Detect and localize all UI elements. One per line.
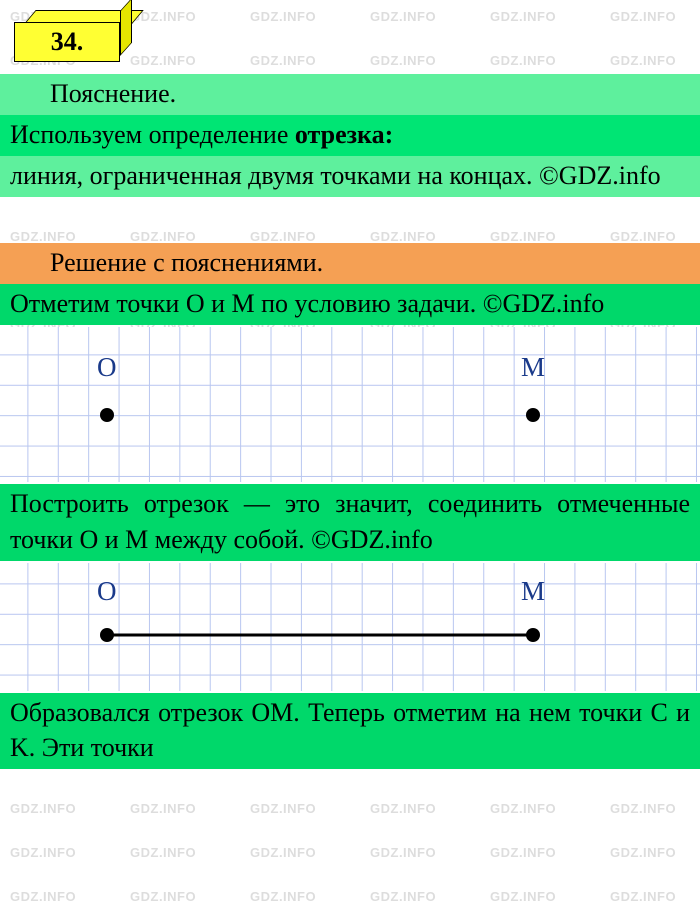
solution-step-3-text: Образовался отрезок OM. Теперь отметим н…	[10, 698, 690, 762]
point-dot	[100, 628, 114, 642]
point-label: M	[521, 573, 545, 609]
spacer	[0, 197, 700, 243]
solution-step-1-text: Отметим точки O и M по условию задачи. ©…	[10, 289, 604, 318]
solution-heading: Решение с пояснениями.	[50, 248, 323, 277]
problem-number: 34.	[14, 22, 120, 62]
solution-step-1: Отметим точки O и M по условию задачи. ©…	[0, 284, 700, 325]
point-dot	[526, 408, 540, 422]
figure-2-grid: OM	[0, 563, 700, 691]
point-dot	[526, 628, 540, 642]
explanation-definition: линия, ограниченная двумя точками на кон…	[10, 161, 661, 190]
segment-line	[107, 633, 533, 636]
explanation-line-1: Используем определение отрезка:	[0, 115, 700, 156]
solution-step-2-text: Построить отрезок — это значит, соединит…	[10, 489, 690, 553]
solution-step-3: Образовался отрезок OM. Теперь отметим н…	[0, 693, 700, 769]
solution-step-2: Построить отрезок — это значит, соединит…	[0, 484, 700, 560]
problem-number-badge: 34.	[14, 10, 132, 56]
point-label: M	[521, 349, 545, 385]
solution-heading-band: Решение с пояснениями.	[0, 243, 700, 284]
explanation-prefix: Используем определение	[10, 120, 295, 149]
figure-1-grid: OM	[0, 327, 700, 482]
explanation-bold-term: отрезка:	[295, 120, 393, 149]
point-label: O	[97, 349, 117, 385]
explanation-line-2: линия, ограниченная двумя точками на кон…	[0, 156, 700, 197]
explanation-heading: Пояснение.	[50, 79, 176, 108]
point-dot	[100, 408, 114, 422]
problem-badge-area: 34.	[0, 0, 700, 74]
explanation-heading-band: Пояснение.	[0, 74, 700, 115]
point-label: O	[97, 573, 117, 609]
